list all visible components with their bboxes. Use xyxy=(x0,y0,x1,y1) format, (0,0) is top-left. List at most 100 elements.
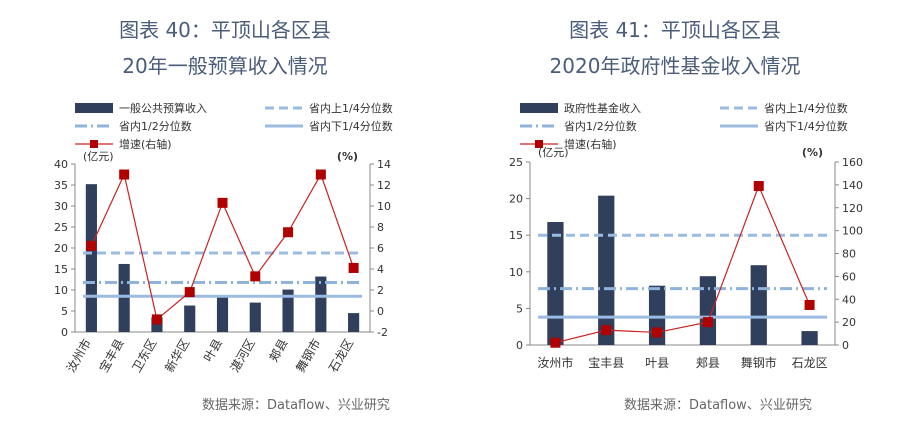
chart-title-line1: 图表 41：平顶山各区县 xyxy=(569,18,781,42)
growth-point-舞钢市 xyxy=(753,181,764,192)
source-note: 数据来源：Dataflow、兴业研究 xyxy=(202,398,390,413)
legend-label: 省内下1/4分位数 xyxy=(764,119,848,133)
growth-point-汝州市 xyxy=(550,337,561,348)
y-right-tick-label: 4 xyxy=(377,263,384,276)
bar-石龙区 xyxy=(801,331,818,345)
growth-point-叶县 xyxy=(217,197,228,208)
y-left-tick-label: 15 xyxy=(509,229,523,242)
y-left-unit: (亿元) xyxy=(538,146,569,159)
y-left-tick-label: 5 xyxy=(516,302,523,315)
growth-point-石龙区 xyxy=(804,299,815,310)
chart-title-line2: 20年一般预算收入情况 xyxy=(122,54,328,78)
y-right-tick-label: 2 xyxy=(377,284,384,297)
legend-swatch-growth-marker xyxy=(90,140,98,148)
x-tick-label: 汝州市 xyxy=(63,336,94,375)
y-right-tick-label: 0 xyxy=(377,305,384,318)
y-left-tick-label: 20 xyxy=(509,193,523,206)
bar-汝州市 xyxy=(547,222,564,345)
growth-line xyxy=(555,184,811,344)
y-left-tick-label: 35 xyxy=(54,179,68,192)
bar-郏县 xyxy=(699,276,717,345)
y-right-tick-label: 40 xyxy=(842,293,856,306)
growth-point-宝丰县 xyxy=(601,325,612,336)
bar-宝丰县 xyxy=(118,263,130,332)
bar-郏县 xyxy=(282,289,294,332)
legend-swatch-bar xyxy=(520,103,558,113)
y-left-tick-label: 25 xyxy=(54,221,68,234)
legend-label: 省内下1/4分位数 xyxy=(309,119,393,133)
y-right-tick-label: 60 xyxy=(842,270,856,283)
x-tick-label: 新华区 xyxy=(161,336,192,375)
growth-point-郏县 xyxy=(702,317,713,328)
legend-swatch-bar xyxy=(75,103,113,113)
legend-label: 省内上1/4分位数 xyxy=(309,101,393,115)
bar-汝州市 xyxy=(85,184,97,332)
y-right-tick-label: 12 xyxy=(377,179,391,192)
x-tick-label: 舞钢市 xyxy=(292,336,323,375)
growth-point-新华区 xyxy=(184,287,195,298)
source-note: 数据来源：Dataflow、兴业研究 xyxy=(624,398,812,413)
y-right-tick-label: 14 xyxy=(377,158,391,171)
bar-叶县 xyxy=(216,295,229,332)
bar-宝丰县 xyxy=(598,195,615,345)
chart-title-line2: 2020年政府性基金收入情况 xyxy=(549,54,801,78)
y-right-tick-label: 160 xyxy=(842,156,863,169)
bar-舞钢市 xyxy=(750,265,767,345)
y-left-tick-label: 30 xyxy=(54,200,68,213)
y-left-tick-label: 0 xyxy=(61,326,68,339)
y-left-tick-label: 25 xyxy=(509,156,523,169)
x-tick-label: 石龙区 xyxy=(326,337,356,375)
growth-point-宝丰县 xyxy=(119,169,130,180)
bar-卫东区 xyxy=(151,317,163,332)
legend-label: 省内上1/4分位数 xyxy=(764,101,848,115)
growth-point-石龙区 xyxy=(348,262,359,273)
x-tick-label: 叶县 xyxy=(201,337,225,365)
x-tick-label: 舞钢市 xyxy=(741,355,777,370)
y-right-tick-label: 8 xyxy=(377,221,384,234)
chart-title-line1: 图表 40：平顶山各区县 xyxy=(119,18,331,42)
y-right-tick-label: 120 xyxy=(842,202,863,215)
y-left-tick-label: 40 xyxy=(54,158,68,171)
chart-panel-budget-revenue: 图表 40：平顶山各区县 20年一般预算收入情况 一般公共预算收入 省内上1/4分… xyxy=(54,18,393,413)
y-left-unit: (亿元) xyxy=(83,150,114,163)
y-right-tick-label: -2 xyxy=(377,326,388,339)
y-right-tick-label: 80 xyxy=(842,248,856,261)
x-tick-label: 卫东区 xyxy=(129,337,159,375)
growth-point-郏县 xyxy=(283,227,294,238)
y-right-tick-label: 10 xyxy=(377,200,391,213)
y-right-tick-label: 140 xyxy=(842,179,863,192)
x-tick-label: 宝丰县 xyxy=(588,356,624,370)
growth-point-汝州市 xyxy=(86,240,97,251)
x-tick-label: 郏县 xyxy=(267,337,291,365)
y-left-tick-label: 0 xyxy=(516,339,523,352)
bar-舞钢市 xyxy=(315,276,327,332)
legend-label: 省内1/2分位数 xyxy=(119,119,192,133)
growth-point-舞钢市 xyxy=(315,169,326,180)
y-left-tick-label: 20 xyxy=(54,242,68,255)
x-tick-label: 宝丰县 xyxy=(97,337,127,375)
growth-point-湛河区 xyxy=(250,271,261,282)
legend-label: 省内1/2分位数 xyxy=(564,119,637,133)
y-left-tick-label: 10 xyxy=(54,284,68,297)
bar-新华区 xyxy=(184,305,196,332)
bar-湛河区 xyxy=(249,302,261,332)
x-tick-label: 汝州市 xyxy=(537,355,573,370)
x-tick-label: 郏县 xyxy=(696,356,720,370)
y-right-unit: (%) xyxy=(802,146,823,159)
legend-swatch-growth-marker xyxy=(535,140,543,148)
x-tick-label: 叶县 xyxy=(645,356,669,370)
x-tick-label: 湛河区 xyxy=(228,337,258,375)
y-left-tick-label: 5 xyxy=(61,305,68,318)
y-right-tick-label: 6 xyxy=(377,242,384,255)
legend-label: 增速(右轴) xyxy=(564,137,617,151)
chart-panel-fund-revenue: 图表 41：平顶山各区县 2020年政府性基金收入情况 政府性基金收入 省内上1/… xyxy=(450,0,900,421)
y-right-tick-label: 100 xyxy=(842,225,863,238)
legend-label: 一般公共预算收入 xyxy=(119,101,207,115)
y-left-tick-label: 15 xyxy=(54,263,68,276)
x-tick-label: 石龙区 xyxy=(792,356,828,370)
growth-point-卫东区 xyxy=(151,314,162,325)
y-left-tick-label: 10 xyxy=(509,266,523,279)
legend-label: 增速(右轴) xyxy=(119,137,172,151)
